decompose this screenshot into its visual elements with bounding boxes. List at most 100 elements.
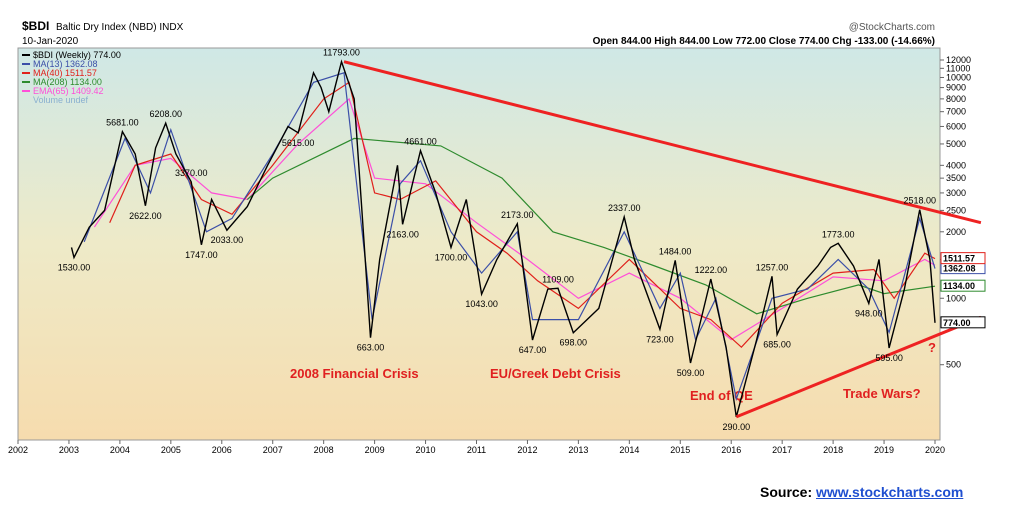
x-tick-label: 2007	[263, 445, 283, 455]
peak-label: 4661.00	[404, 137, 437, 147]
peak-label: 1773.00	[822, 229, 855, 239]
peak-label: 1257.00	[756, 262, 789, 272]
trough-label: 290.00	[723, 422, 751, 432]
source: Source: www.stockcharts.com	[760, 484, 963, 500]
legend-entry: EMA(65) 1409.42	[33, 86, 104, 96]
trough-label: 1043.00	[465, 299, 498, 309]
x-tick-label: 2015	[670, 445, 690, 455]
y-tick-label: 7000	[946, 107, 966, 117]
trough-label: 2163.00	[386, 229, 419, 239]
series-line	[93, 97, 936, 341]
trough-label: 1700.00	[435, 252, 468, 262]
trough-label: 5615.00	[282, 138, 315, 148]
annotation: 2008 Financial Crisis	[290, 366, 419, 381]
y-tick-label: 10000	[946, 72, 971, 82]
trough-label: 698.00	[560, 338, 588, 348]
x-tick-label: 2019	[874, 445, 894, 455]
trough-label: 1530.00	[58, 262, 91, 272]
y-tick-label: 6000	[946, 121, 966, 131]
peak-label: 3370.00	[175, 168, 208, 178]
legend-entry: MA(40) 1511.57	[33, 68, 97, 78]
x-tick-label: 2008	[314, 445, 334, 455]
x-tick-label: 2006	[212, 445, 232, 455]
end-value-label: 1134.00	[943, 281, 975, 291]
end-value-box	[940, 252, 986, 265]
legend-entry: Volume undef	[33, 95, 89, 105]
series-line	[109, 81, 936, 349]
y-tick-label: 8000	[946, 94, 966, 104]
series-line	[70, 59, 936, 418]
peak-label: 2518.00	[903, 196, 936, 206]
x-tick-label: 2013	[568, 445, 588, 455]
trough-label: 2622.00	[129, 211, 162, 221]
y-tick-label: 2000	[946, 227, 966, 237]
trendline	[735, 315, 982, 419]
end-value-label: 1511.57	[943, 254, 975, 264]
x-tick-label: 2009	[365, 445, 385, 455]
index-name: Baltic Dry Index (NBD) INDX	[56, 22, 184, 33]
x-tick-label: 2016	[721, 445, 741, 455]
x-tick-label: 2002	[8, 445, 28, 455]
x-tick-label: 2011	[467, 445, 486, 455]
peak-label: 1109.00	[542, 274, 574, 284]
annotation: Trade Wars?	[843, 386, 921, 401]
date: 10-Jan-2020	[22, 36, 79, 47]
y-tick-label: 500	[946, 360, 961, 370]
x-tick-label: 2004	[110, 445, 130, 455]
peak-label: 5681.00	[106, 118, 139, 128]
trough-label: 723.00	[646, 334, 674, 344]
y-tick-label: 12000	[946, 55, 971, 65]
trough-label: 595.00	[875, 353, 903, 363]
trough-label: 685.00	[763, 340, 791, 350]
x-tick-label: 2017	[772, 445, 792, 455]
y-tick-label: 11000	[946, 63, 970, 73]
x-tick-label: 2020	[925, 445, 945, 455]
peak-label: 1484.00	[659, 246, 692, 256]
annotation: EU/Greek Debt Crisis	[490, 366, 621, 381]
legend-entry: MA(208) 1134.00	[33, 77, 102, 87]
x-tick-label: 2012	[517, 445, 537, 455]
trough-label: 647.00	[519, 345, 547, 355]
trough-label: 663.00	[357, 343, 385, 353]
end-value-box	[940, 316, 986, 329]
symbol: $BDI	[22, 19, 49, 33]
y-tick-label: 3500	[946, 173, 966, 183]
x-tick-label: 2003	[59, 445, 79, 455]
y-tick-label: 3000	[946, 188, 966, 198]
series-line	[83, 72, 936, 402]
y-tick-label: 5000	[946, 139, 966, 149]
quote: Open 844.00 High 844.00 Low 772.00 Close…	[593, 36, 935, 47]
source-link[interactable]: www.stockcharts.com	[816, 484, 964, 500]
trough-label: 509.00	[677, 368, 705, 378]
peak-label: 6208.00	[149, 109, 182, 119]
y-tick-label: 9000	[946, 83, 966, 93]
series-line	[246, 137, 936, 315]
peak-label: 1222.00	[695, 265, 728, 275]
trendline	[343, 60, 982, 225]
x-tick-label: 2018	[823, 445, 843, 455]
annotation: End of QE	[690, 388, 753, 403]
trough-label: 948.00	[855, 308, 883, 318]
y-tick-label: 4000	[946, 160, 966, 170]
end-value-label: 1362.08	[943, 264, 976, 274]
brand: @StockCharts.com	[849, 22, 935, 33]
end-value-label: 774.00	[943, 318, 971, 328]
legend-entry: MA(13) 1362.08	[33, 59, 98, 69]
legend-entry: $BDI (Weekly) 774.00	[33, 50, 121, 60]
x-tick-label: 2010	[416, 445, 436, 455]
peak-label: 2337.00	[608, 203, 641, 213]
y-tick-label: 2500	[946, 205, 966, 215]
annotation: ?	[928, 340, 936, 355]
peak-label: 2173.00	[501, 210, 534, 220]
trough-label: 1747.00	[185, 250, 218, 260]
trough-label: 2033.00	[211, 235, 244, 245]
plot-area	[17, 47, 941, 441]
x-tick-label: 2005	[161, 445, 181, 455]
end-value-box	[940, 279, 986, 292]
peak-label: 11793.00	[323, 48, 360, 58]
y-tick-label: 1000	[946, 293, 966, 303]
source-label: Source:	[760, 484, 813, 500]
x-tick-label: 2014	[619, 445, 639, 455]
